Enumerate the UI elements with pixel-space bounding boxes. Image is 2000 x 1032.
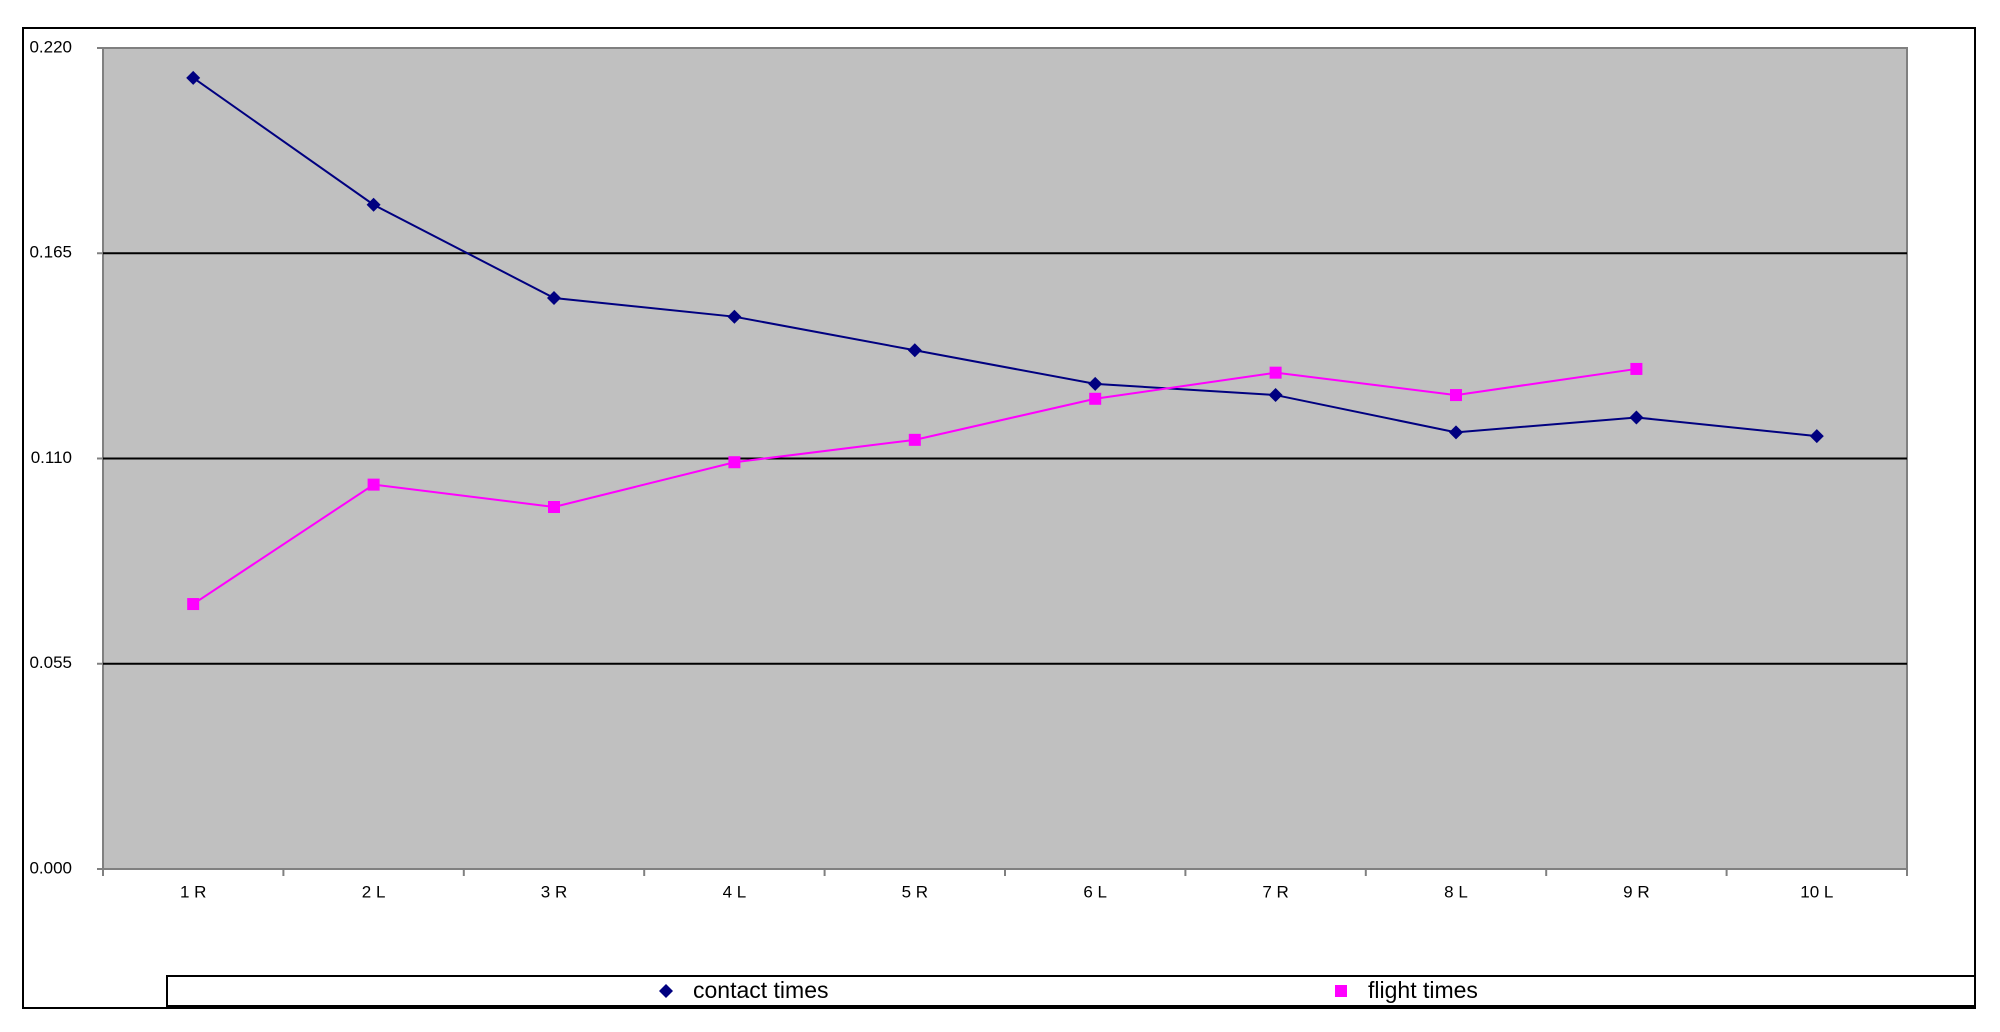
legend-label: contact times <box>693 977 829 1003</box>
data-point <box>547 291 561 306</box>
data-point <box>907 343 922 358</box>
y-tick-label: 0.110 <box>31 448 72 467</box>
series-line <box>192 77 1817 438</box>
x-tick-label: 1 R <box>180 882 206 901</box>
x-tick-label: 9 R <box>1623 882 1649 901</box>
data-point <box>1089 392 1102 405</box>
y-tick-label: 0.165 <box>29 243 72 262</box>
data-point <box>728 456 741 469</box>
data-point <box>366 197 381 212</box>
data-point <box>1630 362 1643 375</box>
data-point <box>908 433 921 446</box>
data-point <box>186 70 201 85</box>
legend-box <box>166 975 1976 1007</box>
data-point <box>187 598 200 611</box>
data-point <box>727 309 742 324</box>
x-tick-label: 5 R <box>902 882 928 901</box>
legend-marker <box>659 984 673 998</box>
legend-label: flight times <box>1368 977 1478 1003</box>
data-point <box>1449 425 1463 440</box>
data-point <box>1809 429 1824 444</box>
data-point <box>1269 366 1282 379</box>
data-point <box>1629 410 1644 425</box>
data-point <box>367 478 380 491</box>
x-tick-label: 4 L <box>723 882 747 901</box>
x-tick-label: 10 L <box>1800 882 1833 901</box>
data-point <box>1088 376 1103 391</box>
x-tick-label: 7 R <box>1262 882 1288 901</box>
x-tick-label: 6 L <box>1083 882 1107 901</box>
data-point <box>1450 389 1462 402</box>
y-tick-label: 0.055 <box>29 653 72 672</box>
y-tick-label: 0.000 <box>29 858 72 877</box>
x-tick-label: 8 L <box>1444 882 1468 901</box>
legend-marker <box>1335 985 1347 997</box>
y-tick-label: 0.220 <box>29 37 72 56</box>
data-point <box>548 501 560 514</box>
data-point <box>1268 388 1283 403</box>
x-tick-label: 2 L <box>362 882 386 901</box>
x-tick-label: 3 R <box>541 882 567 901</box>
